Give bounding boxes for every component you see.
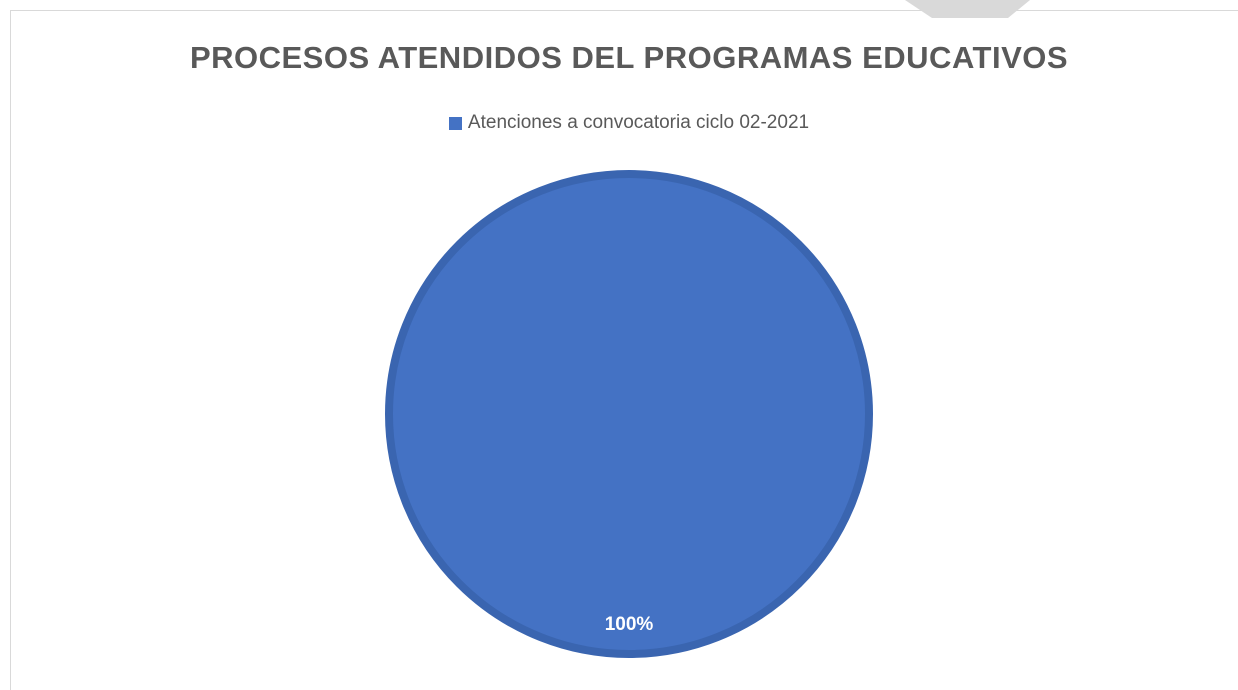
legend-item: Atenciones a convocatoria ciclo 02-2021 — [448, 112, 810, 134]
chart-legend: Atenciones a convocatoria ciclo 02-2021 — [0, 112, 1238, 136]
chart-area — [10, 10, 1238, 690]
legend-swatch — [448, 116, 462, 130]
pie-slice — [385, 170, 873, 658]
legend-label: Atenciones a convocatoria ciclo 02-2021 — [467, 112, 810, 133]
pie-data-label: 100% — [605, 614, 654, 635]
chart-title: PROCESOS ATENDIDOS DEL PROGRAMAS EDUCATI… — [189, 40, 1069, 75]
